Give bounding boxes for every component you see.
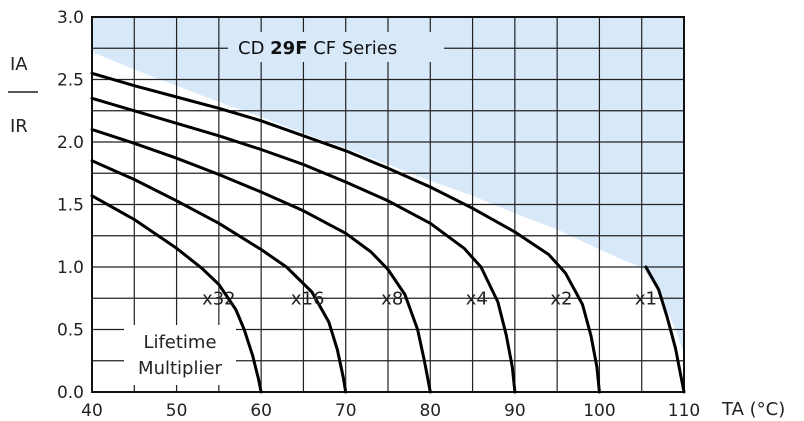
annotation-line-1: Lifetime	[143, 332, 216, 353]
y-tick-label: 3.0	[57, 8, 84, 28]
multiplier-label-x16: x16	[291, 288, 325, 309]
title-suffix: CF Series	[308, 38, 398, 59]
multiplier-label-x2: x2	[550, 288, 572, 309]
x-axis-label: TA (°C)	[721, 399, 785, 420]
curve-x4	[90, 96, 517, 394]
curve-x32	[90, 194, 263, 394]
curve-x16	[90, 159, 348, 394]
plot-frame	[91, 16, 685, 393]
y-label-bottom: IR	[10, 116, 28, 137]
y-tick-label: 0.0	[57, 383, 84, 403]
curve-x8	[90, 128, 432, 394]
x-tick-labels: 40 50 60 70 80 90 100 110	[81, 401, 700, 421]
annotation-background	[124, 325, 236, 385]
multiplier-label-x1: x1	[635, 288, 657, 309]
y-tick-label: 1.5	[57, 196, 84, 216]
chart-title: CD 29F CF Series	[238, 38, 397, 59]
y-tick-label: 2.0	[57, 133, 84, 153]
title-model: 29F	[270, 38, 307, 59]
x-tick-label: 100	[583, 401, 615, 421]
multiplier-label-x32: x32	[202, 288, 236, 309]
y-tick-label: 1.0	[57, 258, 84, 278]
curve-x2	[90, 71, 601, 394]
x-tick-label: 90	[504, 401, 526, 421]
x-tick-label: 50	[166, 401, 188, 421]
y-tick-label: 0.5	[57, 321, 84, 341]
safe-operating-region	[92, 17, 684, 355]
title-prefix: CD	[238, 38, 270, 59]
x-tick-label: 70	[335, 401, 357, 421]
x-tick-label: 40	[81, 401, 103, 421]
multiplier-label-x4: x4	[466, 288, 488, 309]
y-label-top: IA	[10, 54, 28, 75]
x-tick-label: 80	[419, 401, 441, 421]
title-background	[228, 32, 444, 62]
y-tick-label: 2.5	[57, 71, 84, 91]
curve-x1	[644, 265, 686, 394]
annotation-line-2: Multiplier	[138, 358, 223, 379]
multiplier-label-x8: x8	[381, 288, 403, 309]
curves	[90, 71, 686, 394]
multiplier-labels: x32 x16 x8 x4 x2 x1	[202, 288, 657, 309]
x-tick-label: 110	[668, 401, 700, 421]
x-tick-label: 60	[250, 401, 272, 421]
y-tick-labels: 0.0 0.5 1.0 1.5 2.0 2.5 3.0	[57, 8, 84, 403]
